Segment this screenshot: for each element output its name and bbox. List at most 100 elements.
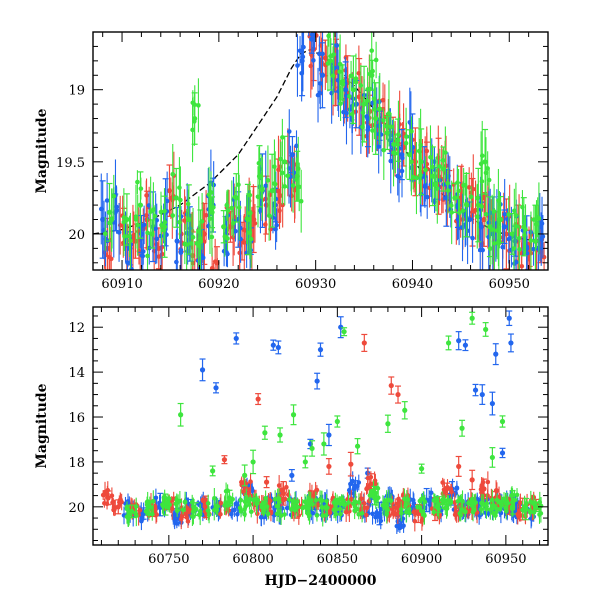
data-point (441, 487, 447, 492)
data-point (411, 501, 417, 506)
data-point (238, 497, 244, 503)
data-point (343, 55, 349, 60)
data-point (221, 224, 227, 230)
data-point (386, 111, 392, 116)
data-point (337, 506, 343, 512)
x-tick-label: 60850 (317, 552, 358, 567)
data-point (295, 63, 300, 68)
data-point (520, 204, 525, 210)
data-point (441, 497, 447, 503)
data-point (349, 111, 355, 117)
data-point (210, 468, 216, 474)
data-point (506, 212, 512, 217)
x-axis-title: HJD−2400000 (265, 573, 377, 589)
data-point (165, 500, 170, 505)
data-point (497, 506, 503, 512)
data-point (460, 208, 466, 213)
data-point (532, 238, 539, 244)
data-point (310, 501, 315, 507)
data-point (376, 144, 381, 149)
data-point (276, 483, 282, 488)
data-point (499, 418, 506, 425)
data-point (367, 493, 373, 498)
data-point (284, 505, 290, 511)
data-point (326, 432, 332, 438)
data-point (338, 511, 343, 517)
data-point (399, 168, 405, 174)
data-point (435, 503, 441, 508)
y-axis-title: Magnitude (34, 108, 50, 193)
data-point (205, 501, 211, 506)
data-point (252, 221, 258, 226)
data-point (403, 140, 409, 146)
data-point (317, 51, 322, 57)
data-point (409, 159, 414, 165)
data-point (497, 217, 502, 222)
data-point (377, 514, 383, 519)
data-point (309, 32, 315, 38)
data-point (244, 216, 250, 221)
data-point (314, 513, 320, 518)
data-point (484, 506, 489, 512)
data-point (502, 211, 507, 217)
data-point (464, 201, 469, 207)
x-tick-label: 60910 (101, 277, 142, 292)
y-tick-label: 12 (68, 321, 85, 336)
data-point (265, 511, 271, 517)
data-point (313, 497, 319, 503)
data-point (180, 507, 186, 513)
data-point (370, 511, 375, 517)
data-point (523, 227, 528, 232)
data-point (298, 198, 304, 204)
data-point (487, 246, 493, 251)
data-point (182, 499, 188, 505)
data-point (423, 167, 428, 173)
data-point (275, 344, 281, 351)
data-point (350, 478, 355, 484)
data-point (338, 101, 343, 106)
data-point (347, 508, 352, 514)
data-point (306, 496, 311, 501)
data-point (127, 234, 132, 239)
data-point (505, 500, 511, 506)
data-point (456, 463, 462, 470)
data-point (428, 490, 434, 496)
data-point (353, 76, 359, 81)
y-axis-title: Magnitude (34, 383, 50, 468)
x-axis-ticks: 60750 60800 60850 60900 60950 (100, 307, 541, 567)
data-point (291, 170, 297, 175)
data-point (289, 152, 296, 158)
data-point (305, 506, 311, 512)
data-point (512, 497, 517, 503)
data-point (470, 509, 476, 515)
data-point (519, 263, 525, 269)
data-point (366, 498, 372, 504)
data-point (200, 255, 206, 261)
data-point (269, 188, 275, 194)
data-point (419, 466, 425, 472)
data-point (178, 197, 183, 203)
data-point (397, 525, 403, 531)
data-point (261, 505, 266, 511)
data-point (356, 500, 362, 505)
data-point (335, 78, 341, 83)
data-point (373, 57, 379, 63)
data-point (104, 198, 110, 203)
data-point (496, 198, 501, 203)
data-point (212, 259, 218, 264)
data-point (428, 154, 433, 160)
data-point (98, 206, 104, 212)
data-point (263, 183, 269, 189)
x-tick-label: 60930 (295, 277, 336, 292)
data-point (247, 502, 252, 507)
data-point (497, 500, 502, 505)
data-point (145, 253, 150, 259)
x-tick-label: 60900 (401, 552, 442, 567)
plot-area (100, 310, 544, 535)
data-point (370, 128, 375, 133)
data-point (256, 160, 262, 166)
data-point (189, 499, 195, 505)
data-point (102, 489, 108, 495)
data-point (185, 510, 190, 515)
data-point (149, 511, 155, 517)
